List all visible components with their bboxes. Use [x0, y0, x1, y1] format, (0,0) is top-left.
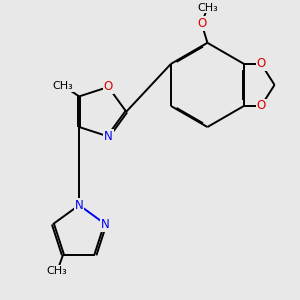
- Text: CH₃: CH₃: [47, 266, 68, 276]
- Text: O: O: [197, 17, 206, 30]
- Text: N: N: [75, 199, 83, 212]
- Text: CH₃: CH₃: [197, 3, 218, 13]
- Text: O: O: [256, 100, 266, 112]
- Text: O: O: [256, 57, 266, 70]
- Text: O: O: [104, 80, 113, 94]
- Text: CH₃: CH₃: [53, 81, 74, 91]
- Text: N: N: [101, 218, 110, 231]
- Text: N: N: [104, 130, 113, 143]
